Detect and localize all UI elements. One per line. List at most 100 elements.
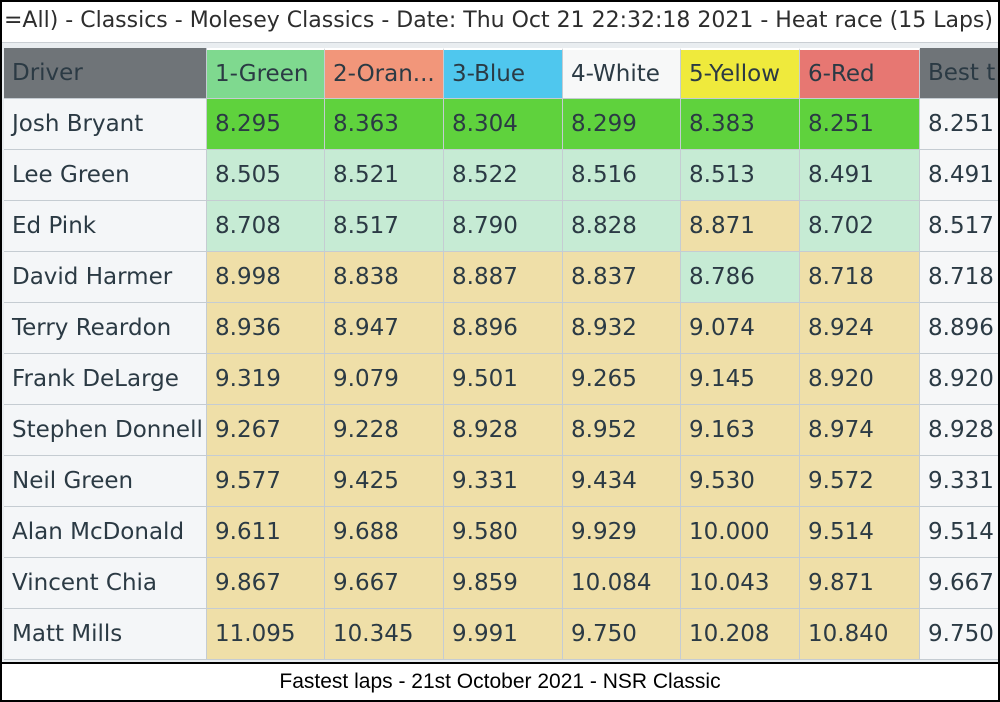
lap-time-lane-5: 9.530 xyxy=(681,456,800,507)
lap-time-lane-6: 9.572 xyxy=(800,456,920,507)
table-row[interactable]: Josh Bryant 8.295 8.363 8.304 8.299 8.383 8.25… xyxy=(4,99,998,150)
lap-time-lane-4: 9.434 xyxy=(563,456,681,507)
window-title-bar: =All) - Classics - Molesey Classics - Da… xyxy=(2,2,998,43)
lap-time-lane-6: 8.702 xyxy=(800,201,920,252)
lap-times-table: Driver 1-Green 2-Oran... 3-Blue 4-White … xyxy=(4,48,998,660)
lap-time-lane-1: 9.577 xyxy=(207,456,325,507)
best-time: 8.896 xyxy=(920,303,998,354)
driver-name: Neil Green xyxy=(4,456,207,507)
table-row[interactable]: Vincent Chia 9.867 9.667 9.859 10.084 10.043 9… xyxy=(4,558,998,609)
best-time: 8.517 xyxy=(920,201,998,252)
lap-time-lane-4: 8.516 xyxy=(563,150,681,201)
table-row[interactable]: Alan McDonald 9.611 9.688 9.580 9.929 10.000 9… xyxy=(4,507,998,558)
lap-time-lane-5: 8.383 xyxy=(681,99,800,150)
table-row[interactable]: Stephen Donnell 9.267 9.228 8.928 8.952 9.163… xyxy=(4,405,998,456)
lap-time-lane-6: 8.974 xyxy=(800,405,920,456)
lap-time-lane-6: 8.924 xyxy=(800,303,920,354)
lap-time-lane-5: 8.513 xyxy=(681,150,800,201)
lap-time-lane-2: 9.667 xyxy=(325,558,444,609)
window-title: =All) - Classics - Molesey Classics - Da… xyxy=(4,8,993,33)
table-row[interactable]: Lee Green 8.505 8.521 8.522 8.516 8.513 8.491 8… xyxy=(4,150,998,201)
driver-name: Terry Reardon xyxy=(4,303,207,354)
lap-time-lane-3: 8.304 xyxy=(444,99,563,150)
best-time: 9.667 xyxy=(920,558,998,609)
lap-time-lane-5: 9.163 xyxy=(681,405,800,456)
best-time: 8.928 xyxy=(920,405,998,456)
lap-time-lane-3: 9.501 xyxy=(444,354,563,405)
lap-time-lane-3: 9.580 xyxy=(444,507,563,558)
lap-time-lane-4: 8.828 xyxy=(563,201,681,252)
column-header-driver[interactable]: Driver xyxy=(4,48,207,99)
lap-time-lane-1: 8.708 xyxy=(207,201,325,252)
lap-time-lane-2: 10.345 xyxy=(325,609,444,660)
column-header-lane-4[interactable]: 4-White xyxy=(563,48,681,99)
lap-time-lane-5: 10.000 xyxy=(681,507,800,558)
column-header-lane-1[interactable]: 1-Green xyxy=(207,48,325,99)
lap-time-lane-1: 9.867 xyxy=(207,558,325,609)
lap-time-lane-4: 9.929 xyxy=(563,507,681,558)
best-time: 9.750 xyxy=(920,609,998,660)
lap-time-lane-2: 9.688 xyxy=(325,507,444,558)
lap-time-lane-4: 8.299 xyxy=(563,99,681,150)
driver-name: Matt Mills xyxy=(4,609,207,660)
lap-time-lane-4: 8.952 xyxy=(563,405,681,456)
best-time: 8.251 xyxy=(920,99,998,150)
best-time: 8.920 xyxy=(920,354,998,405)
lap-time-lane-2: 9.079 xyxy=(325,354,444,405)
lap-time-lane-1: 11.095 xyxy=(207,609,325,660)
column-header-lane-2[interactable]: 2-Oran... xyxy=(325,48,444,99)
driver-name: Frank DeLarge xyxy=(4,354,207,405)
lap-time-lane-4: 10.084 xyxy=(563,558,681,609)
lap-time-lane-2: 8.521 xyxy=(325,150,444,201)
lap-time-lane-6: 8.920 xyxy=(800,354,920,405)
lap-time-lane-4: 8.932 xyxy=(563,303,681,354)
lap-time-lane-1: 9.319 xyxy=(207,354,325,405)
lap-time-lane-1: 8.998 xyxy=(207,252,325,303)
driver-name: Alan McDonald xyxy=(4,507,207,558)
lap-time-lane-5: 10.043 xyxy=(681,558,800,609)
lap-time-lane-3: 8.896 xyxy=(444,303,563,354)
lap-time-lane-6: 9.514 xyxy=(800,507,920,558)
lap-time-lane-2: 9.425 xyxy=(325,456,444,507)
lap-time-lane-6: 8.251 xyxy=(800,99,920,150)
table-row[interactable]: Terry Reardon 8.936 8.947 8.896 8.932 9.074 8.… xyxy=(4,303,998,354)
table-row[interactable]: Frank DeLarge 9.319 9.079 9.501 9.265 9.145 8.… xyxy=(4,354,998,405)
lap-time-lane-3: 9.331 xyxy=(444,456,563,507)
monitor-screen: =All) - Classics - Molesey Classics - Da… xyxy=(2,2,998,662)
lap-time-lane-3: 9.859 xyxy=(444,558,563,609)
driver-name: David Harmer xyxy=(4,252,207,303)
table-row[interactable]: David Harmer 8.998 8.838 8.887 8.837 8.786 8.7… xyxy=(4,252,998,303)
best-time: 9.514 xyxy=(920,507,998,558)
column-header-best-time[interactable]: Best t xyxy=(920,48,998,99)
column-header-lane-3[interactable]: 3-Blue xyxy=(444,48,563,99)
lap-time-lane-3: 8.928 xyxy=(444,405,563,456)
lap-time-lane-5: 8.871 xyxy=(681,201,800,252)
best-time: 8.491 xyxy=(920,150,998,201)
lap-time-lane-1: 9.611 xyxy=(207,507,325,558)
lap-time-lane-3: 8.522 xyxy=(444,150,563,201)
photo-caption: Fastest laps - 21st October 2021 - NSR C… xyxy=(2,662,998,700)
best-time: 9.331 xyxy=(920,456,998,507)
lap-time-lane-3: 8.790 xyxy=(444,201,563,252)
driver-name: Lee Green xyxy=(4,150,207,201)
lap-time-lane-1: 8.505 xyxy=(207,150,325,201)
lap-time-lane-1: 8.295 xyxy=(207,99,325,150)
lap-time-lane-1: 9.267 xyxy=(207,405,325,456)
table-header-row: Driver 1-Green 2-Oran... 3-Blue 4-White … xyxy=(4,48,998,99)
column-header-lane-6[interactable]: 6-Red xyxy=(800,48,920,99)
lap-time-lane-6: 8.718 xyxy=(800,252,920,303)
table-row[interactable]: Ed Pink 8.708 8.517 8.790 8.828 8.871 8.702 8.5… xyxy=(4,201,998,252)
column-header-lane-5[interactable]: 5-Yellow xyxy=(681,48,800,99)
lap-time-lane-4: 9.265 xyxy=(563,354,681,405)
driver-name: Ed Pink xyxy=(4,201,207,252)
lap-time-lane-1: 8.936 xyxy=(207,303,325,354)
table-row[interactable]: Neil Green 9.577 9.425 9.331 9.434 9.530 9.572… xyxy=(4,456,998,507)
lap-time-lane-5: 9.074 xyxy=(681,303,800,354)
lap-time-lane-2: 8.838 xyxy=(325,252,444,303)
lap-time-lane-4: 9.750 xyxy=(563,609,681,660)
table-row[interactable]: Matt Mills 11.095 10.345 9.991 9.750 10.208 10… xyxy=(4,609,998,660)
lap-time-lane-4: 8.837 xyxy=(563,252,681,303)
lap-time-lane-2: 8.363 xyxy=(325,99,444,150)
best-time: 8.718 xyxy=(920,252,998,303)
